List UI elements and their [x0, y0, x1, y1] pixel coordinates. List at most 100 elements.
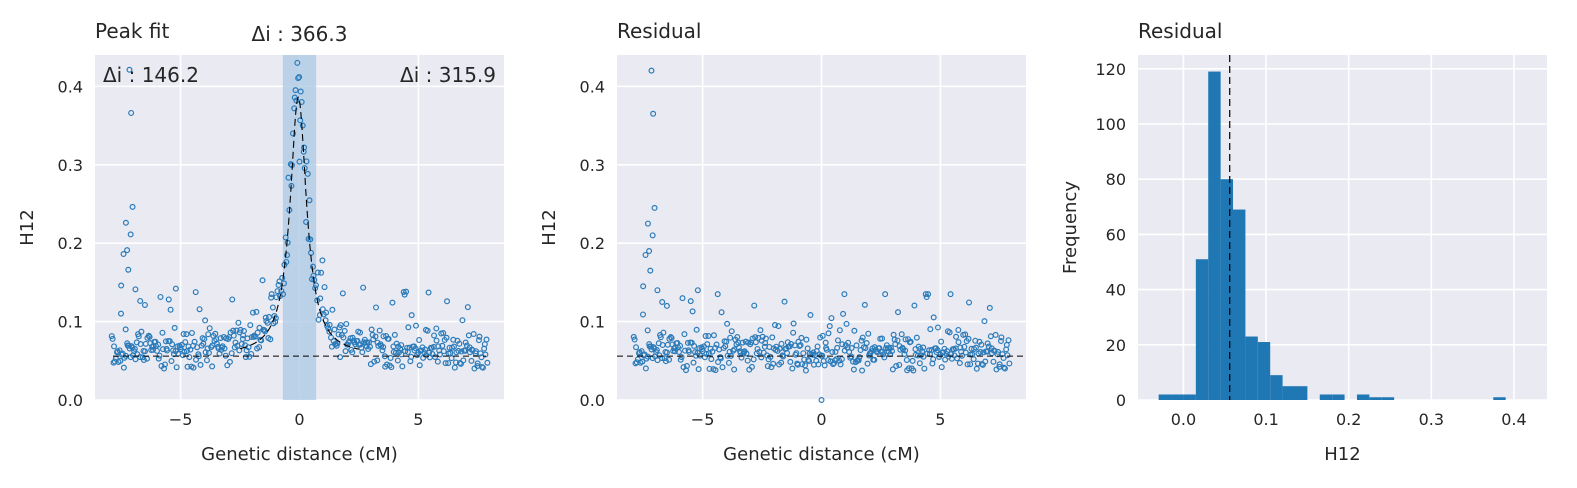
data-point	[1006, 360, 1013, 367]
data-point	[462, 339, 469, 346]
data-point	[887, 344, 894, 351]
data-point	[709, 348, 716, 355]
data-point	[256, 344, 263, 351]
data-point	[117, 310, 124, 317]
data-point	[331, 326, 338, 333]
data-point	[469, 347, 476, 354]
data-point	[681, 331, 688, 338]
data-point	[938, 338, 945, 345]
data-point	[285, 174, 292, 181]
data-point	[647, 267, 654, 274]
data-point	[120, 364, 127, 371]
data-point	[405, 324, 412, 331]
data-point	[668, 335, 675, 342]
data-point	[127, 231, 134, 238]
data-point	[403, 288, 410, 295]
data-point	[728, 328, 735, 335]
data-point	[748, 363, 755, 370]
data-point	[991, 347, 998, 354]
data-point	[478, 354, 485, 361]
data-point	[743, 350, 750, 357]
data-point	[911, 302, 918, 309]
residual-histogram-title: Residual	[1138, 19, 1222, 43]
data-point	[371, 358, 378, 365]
data-point	[938, 364, 945, 371]
data-point	[654, 287, 661, 294]
data-point	[267, 336, 274, 343]
data-point	[188, 329, 195, 336]
data-point	[425, 289, 432, 296]
data-point	[839, 341, 846, 348]
data-point	[266, 314, 273, 321]
data-point	[992, 331, 999, 338]
data-point	[703, 350, 710, 357]
data-point	[724, 320, 731, 327]
data-point	[201, 336, 208, 343]
y-tick-label: 0.1	[58, 313, 83, 332]
data-point	[920, 353, 927, 360]
data-point	[847, 354, 854, 361]
data-point	[474, 360, 481, 367]
data-point	[850, 366, 857, 373]
data-point	[750, 356, 757, 363]
data-point	[910, 367, 917, 374]
residual-scatter-ticks: −5 0 5 0.0 0.1 0.2 0.3 0.4	[580, 77, 946, 429]
data-point	[667, 334, 674, 341]
data-point	[927, 326, 934, 333]
data-point	[834, 344, 841, 351]
data-point	[392, 349, 399, 356]
data-point	[128, 109, 135, 116]
data-point	[137, 354, 144, 361]
data-point	[828, 315, 835, 322]
data-point	[248, 350, 255, 357]
data-point	[723, 338, 730, 345]
data-point	[801, 356, 808, 363]
data-point	[297, 117, 304, 124]
data-point	[342, 348, 349, 355]
data-point	[138, 328, 145, 335]
data-point	[440, 348, 447, 355]
data-point	[956, 360, 963, 367]
data-point	[236, 347, 243, 354]
data-point	[169, 341, 176, 348]
data-point	[925, 291, 932, 298]
data-point	[380, 333, 387, 340]
data-point	[946, 329, 953, 336]
data-point	[719, 364, 726, 371]
data-point	[677, 356, 684, 363]
data-point	[161, 361, 168, 368]
data-point	[301, 144, 308, 151]
residual-scatter-x-axis-label: Genetic distance (cM)	[723, 444, 920, 465]
histogram-bar	[1270, 375, 1283, 400]
data-point	[666, 356, 673, 363]
data-point	[184, 363, 191, 370]
data-point	[171, 324, 178, 331]
y-tick-label: 0.3	[580, 156, 605, 175]
data-point	[229, 296, 236, 303]
data-point	[197, 361, 204, 368]
data-point	[180, 331, 187, 338]
data-point	[254, 329, 261, 336]
data-point	[274, 288, 281, 295]
data-point	[934, 324, 941, 331]
data-point	[319, 257, 326, 264]
data-point	[734, 334, 741, 341]
data-point	[120, 251, 127, 258]
data-point	[644, 220, 651, 227]
data-point	[826, 323, 833, 330]
data-point	[981, 318, 988, 325]
data-point	[312, 282, 319, 289]
data-point	[337, 354, 344, 361]
data-point	[803, 336, 810, 343]
histogram-bar	[1195, 259, 1209, 400]
data-point	[316, 312, 323, 319]
peak-fit-annotation-left: Δi : 146.2	[103, 63, 199, 87]
data-point	[683, 363, 690, 370]
data-point	[998, 334, 1005, 341]
data-point	[922, 291, 929, 298]
data-point	[135, 333, 142, 340]
data-point	[630, 333, 637, 340]
data-point	[804, 345, 811, 352]
data-point	[442, 360, 449, 367]
data-point	[894, 337, 901, 344]
